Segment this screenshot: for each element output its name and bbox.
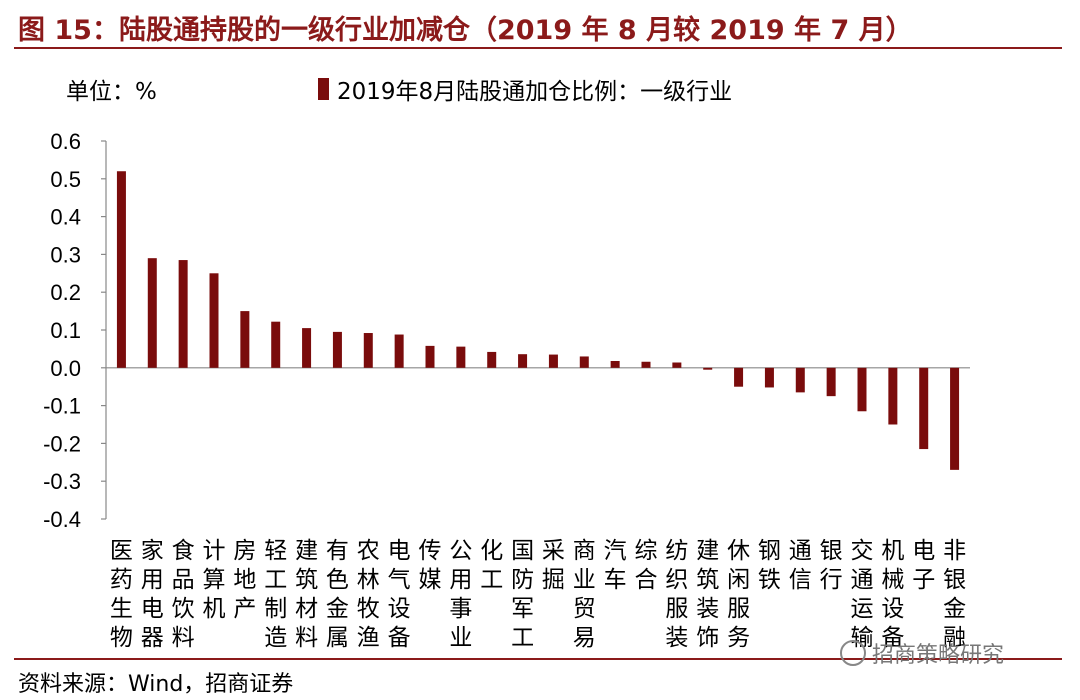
bar	[456, 346, 466, 368]
bar	[795, 367, 805, 393]
source-divider	[14, 658, 1062, 660]
bar	[394, 334, 404, 368]
bar	[209, 273, 219, 368]
bar	[734, 367, 744, 387]
legend-swatch	[318, 78, 329, 100]
x-tick-label: 传媒	[419, 538, 442, 593]
x-tick-label: 公用事业	[449, 538, 472, 651]
x-tick-label: 纺织服装	[665, 538, 688, 651]
x-tick-label: 国防军工	[511, 538, 534, 651]
x-tick-label: 综合	[635, 538, 658, 593]
y-tick-label: -0.2	[43, 431, 81, 456]
bar	[363, 333, 373, 368]
x-tick-label: 农林牧渔	[357, 538, 380, 651]
source-note: 资料来源：Wind，招商证券	[18, 672, 294, 697]
y-tick-label: -0.3	[43, 469, 81, 494]
bar	[178, 260, 188, 368]
y-tick-label: 0.4	[50, 205, 81, 230]
x-tick-label: 汽车	[604, 538, 627, 593]
bar	[332, 331, 342, 368]
x-tick-label: 计算机	[203, 538, 226, 622]
x-tick-label: 休闲服务	[727, 538, 750, 651]
bar	[641, 361, 651, 368]
x-tick-label: 建筑材料	[295, 538, 318, 651]
bar	[703, 367, 713, 370]
x-tick-label: 非银金融	[943, 538, 966, 651]
legend: 2019年8月陆股通加仓比例：一级行业	[318, 72, 732, 106]
bar	[147, 258, 157, 368]
y-tick-label: -0.4	[43, 507, 81, 532]
bar	[487, 351, 497, 368]
bar	[764, 367, 774, 388]
bar	[116, 171, 126, 368]
x-tick-label: 轻工制造	[264, 538, 287, 651]
bar	[302, 328, 312, 368]
y-tick-label: -0.1	[43, 394, 81, 419]
x-tick-label: 交通运输	[851, 538, 874, 651]
y-tick-label: 0.3	[50, 242, 81, 267]
bar	[425, 345, 435, 368]
unit-label: 单位：%	[66, 79, 157, 105]
bar	[950, 367, 960, 470]
x-tick-label: 钢铁	[758, 538, 781, 593]
wechat-icon	[840, 640, 866, 666]
x-tick-label: 银行	[820, 538, 843, 593]
x-tick-label: 食品饮料	[172, 538, 195, 651]
y-tick-label: 0.5	[50, 167, 81, 192]
bar	[857, 367, 867, 412]
figure-title: 图 15：陆股通持股的一级行业加减仓（2019 年 8 月较 2019 年 7 …	[18, 15, 913, 46]
bar	[610, 360, 620, 368]
x-tick-label: 商业贸易	[573, 538, 596, 651]
x-tick-label: 建筑装饰	[696, 538, 719, 651]
bar	[888, 367, 898, 425]
bar	[271, 321, 281, 368]
y-tick-label: 0.6	[50, 129, 81, 154]
x-tick-label: 机械设备	[881, 538, 904, 651]
y-tick-label: 0.1	[50, 318, 81, 343]
x-tick-label: 电气设备	[388, 538, 411, 651]
bar	[579, 356, 589, 368]
watermark: 招商策略研究	[840, 637, 1004, 669]
x-tick-label: 电子	[912, 538, 935, 593]
watermark-label: 招商策略研究	[872, 643, 1005, 668]
x-tick-label: 医药生物	[110, 538, 133, 651]
x-tick-label: 采掘	[542, 538, 565, 593]
bar	[919, 367, 929, 450]
x-tick-label: 通信	[789, 538, 812, 593]
x-tick-label: 家用电器	[141, 538, 164, 651]
title-divider	[14, 47, 1062, 49]
x-tick-label: 房地产	[233, 538, 256, 622]
x-tick-label: 化工	[480, 538, 503, 593]
bar	[548, 354, 558, 368]
y-tick-label: 0.2	[50, 280, 81, 305]
x-tick-label: 有色金属	[326, 538, 349, 651]
legend-label: 2019年8月陆股通加仓比例：一级行业	[337, 79, 733, 105]
bar	[672, 362, 682, 368]
bar	[518, 354, 528, 368]
y-tick-label: 0.0	[50, 356, 81, 381]
bar	[240, 311, 250, 368]
bar	[826, 367, 836, 397]
